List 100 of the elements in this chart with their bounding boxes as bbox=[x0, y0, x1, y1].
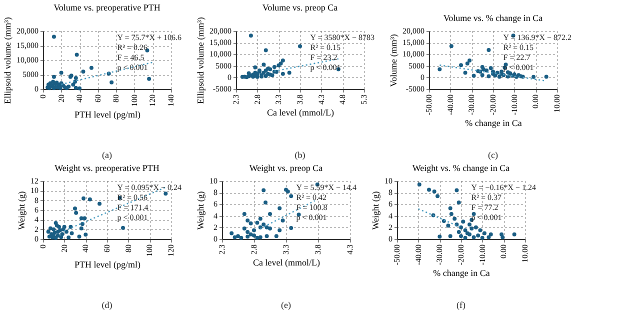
annotation: Y = 5.59*X − 14.4 bbox=[296, 183, 357, 192]
annotation: F = 22.7 bbox=[503, 53, 530, 62]
annotation: R² = 0.37 bbox=[471, 193, 502, 202]
y-tick-label: 15,000 bbox=[16, 41, 38, 50]
x-tick-label: 2.8 bbox=[250, 244, 258, 254]
x-tick-label: -30.00 bbox=[435, 244, 444, 266]
y-tick-label: 0 bbox=[228, 72, 232, 82]
x-tick-label: 2.8 bbox=[252, 94, 262, 104]
y-tick-label: 0 bbox=[34, 84, 38, 94]
x-tick-label: -50.00 bbox=[424, 94, 434, 116]
annotation: F = 77.2 bbox=[471, 203, 498, 212]
y-tick-label: 5000 bbox=[22, 70, 38, 79]
x-tick-label: 20 bbox=[56, 94, 66, 102]
y-axis-title: Ellipsoid volume (mm³) bbox=[196, 17, 206, 104]
x-axis-title: % change in Ca bbox=[465, 118, 522, 128]
y-tick-label: 12 bbox=[30, 176, 38, 186]
x-tick-label: -10.00 bbox=[478, 244, 487, 266]
annotation: p < 0.001 bbox=[310, 63, 341, 72]
y-tick-label: 4 bbox=[388, 211, 392, 220]
y-tick-label: 20,000 bbox=[16, 26, 38, 36]
x-tick-label: 60 bbox=[102, 244, 112, 252]
x-tick-label: 140 bbox=[166, 94, 176, 106]
chart-title: Weight vs. preoperative PTH bbox=[54, 163, 160, 173]
x-tick-label: 0 bbox=[38, 244, 48, 248]
text: (a) bbox=[102, 150, 112, 160]
y-tick-label: 0 bbox=[388, 234, 392, 244]
x-tick-label: -40.00 bbox=[446, 94, 455, 116]
y-tick-label: 0 bbox=[34, 234, 38, 244]
text: (f) bbox=[456, 300, 466, 310]
x-tick-label: 120 bbox=[166, 244, 176, 256]
y-tick-label: 10 bbox=[210, 176, 218, 186]
y-tick-label: 4 bbox=[214, 211, 218, 220]
x-tick-label: 80 bbox=[124, 244, 133, 252]
x-tick-label: -20.00 bbox=[488, 94, 498, 116]
chart-title: Weight vs. % change in Ca bbox=[412, 163, 510, 173]
y-tick-label: 10,000 bbox=[16, 56, 38, 64]
x-tick-label: 4.3 bbox=[346, 244, 354, 254]
x-tick-label: 0.00 bbox=[499, 244, 508, 258]
y-tick-label: 5000 bbox=[216, 61, 232, 70]
x-tick-label: 100 bbox=[145, 244, 154, 256]
x-tick-label: 120 bbox=[148, 94, 158, 106]
x-tick-label: 3.8 bbox=[296, 94, 304, 104]
y-tick-label: 5000 bbox=[408, 61, 424, 70]
y-tick-label: 20,000 bbox=[210, 26, 232, 36]
x-tick-label: 2.3 bbox=[218, 244, 226, 254]
chart-title: Weight vs. preop Ca bbox=[249, 163, 323, 173]
annotation: R² = 0.56 bbox=[117, 193, 148, 202]
x-tick-label: 80 bbox=[112, 94, 121, 102]
y-tick-label: 4 bbox=[34, 215, 38, 224]
y-tick-label: 15,000 bbox=[402, 38, 424, 48]
x-tick-label: 10.00 bbox=[552, 94, 562, 112]
y-tick-label: 8 bbox=[214, 188, 218, 198]
y-axis-title: Weight (g) bbox=[370, 191, 380, 230]
x-tick-label: 0.00 bbox=[531, 94, 540, 108]
x-tick-label: 10.00 bbox=[520, 244, 530, 262]
y-tick-label: 0 bbox=[420, 72, 424, 82]
y-tick-label: 10,000 bbox=[402, 50, 424, 59]
annotation: F = 171.4 bbox=[117, 203, 148, 212]
y-tick-label: 8 bbox=[34, 196, 38, 205]
chart-title: Volume vs. preop Ca bbox=[262, 2, 338, 13]
x-tick-label: 60 bbox=[93, 94, 102, 102]
x-tick-label: 3.3 bbox=[274, 94, 284, 104]
x-tick-label: -20.00 bbox=[456, 244, 466, 266]
x-tick-label: 3.3 bbox=[282, 244, 290, 254]
text: (d) bbox=[102, 300, 112, 310]
annotation: p < 0.001 bbox=[117, 213, 148, 222]
x-tick-label: 2.3 bbox=[232, 94, 240, 104]
x-tick-label: -40.00 bbox=[414, 244, 423, 266]
y-tick-label: 0 bbox=[214, 234, 218, 244]
annotation: F = 100.8 bbox=[296, 203, 328, 212]
annotation: Y = 0.095*X − 0.24 bbox=[117, 183, 182, 192]
x-tick-label: 5.3 bbox=[360, 94, 368, 104]
x-tick-label: 40 bbox=[75, 94, 84, 102]
y-axis-title: Weight (g) bbox=[196, 191, 206, 230]
x-axis-title: PTH level (pg/ml) bbox=[74, 110, 140, 120]
x-tick-label: 40 bbox=[81, 244, 90, 252]
x-axis-title: Ca level (mmol/L) bbox=[267, 108, 334, 118]
x-axis-title: % change in Ca bbox=[433, 268, 490, 278]
y-tick-label: 2 bbox=[214, 222, 218, 232]
y-axis-title: Volume (mm³) bbox=[388, 34, 398, 87]
text: (e) bbox=[281, 300, 291, 310]
y-tick-label: -5000 bbox=[406, 84, 424, 94]
x-tick-label: 0 bbox=[38, 94, 48, 98]
annotation: Y = 75.7*X + 106.6 bbox=[117, 33, 182, 42]
y-tick-label: 10 bbox=[30, 186, 38, 196]
y-tick-label: 10,000 bbox=[210, 50, 232, 59]
text: (b) bbox=[294, 150, 306, 160]
y-tick-label: 15,000 bbox=[210, 38, 232, 48]
x-tick-label: 100 bbox=[130, 94, 139, 106]
chart-title: Volume vs. preoperative PTH bbox=[54, 2, 161, 13]
annotation: R² = 0.15 bbox=[503, 43, 534, 52]
y-tick-label: 20,000 bbox=[402, 26, 424, 36]
y-tick-label: 8 bbox=[388, 188, 392, 198]
y-axis-title: Ellipsoid volume (mm³) bbox=[2, 17, 12, 104]
x-tick-label: 4.8 bbox=[338, 94, 348, 104]
x-tick-label: 4.3 bbox=[316, 94, 326, 104]
x-tick-label: -30.00 bbox=[467, 94, 476, 116]
y-tick-label: 6 bbox=[214, 200, 218, 209]
y-tick-label: 6 bbox=[388, 200, 392, 209]
text: (c) bbox=[488, 150, 498, 160]
